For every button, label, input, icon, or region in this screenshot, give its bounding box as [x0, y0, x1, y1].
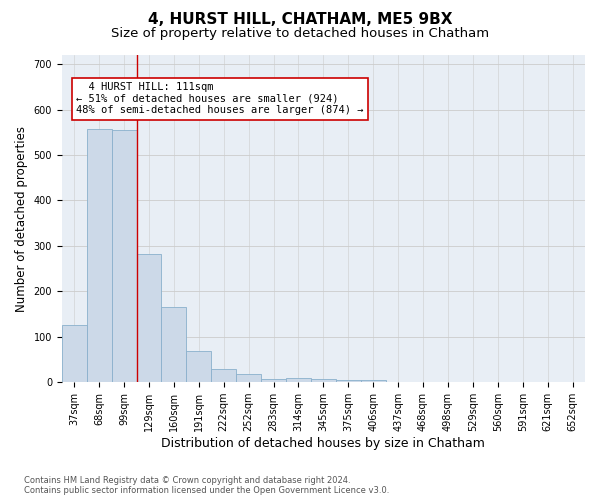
Bar	[261, 378, 286, 382]
Bar	[361, 380, 386, 382]
Bar	[112, 130, 137, 382]
Text: 4, HURST HILL, CHATHAM, ME5 9BX: 4, HURST HILL, CHATHAM, ME5 9BX	[148, 12, 452, 28]
Bar	[137, 254, 161, 382]
Bar	[187, 352, 211, 382]
Bar	[286, 378, 311, 382]
Bar	[161, 307, 187, 382]
Y-axis label: Number of detached properties: Number of detached properties	[15, 126, 28, 312]
Bar	[62, 326, 86, 382]
Text: 4 HURST HILL: 111sqm
← 51% of detached houses are smaller (924)
48% of semi-deta: 4 HURST HILL: 111sqm ← 51% of detached h…	[76, 82, 364, 116]
X-axis label: Distribution of detached houses by size in Chatham: Distribution of detached houses by size …	[161, 437, 485, 450]
Text: Contains HM Land Registry data © Crown copyright and database right 2024.
Contai: Contains HM Land Registry data © Crown c…	[24, 476, 389, 495]
Bar	[311, 378, 336, 382]
Bar	[86, 128, 112, 382]
Bar	[236, 374, 261, 382]
Bar	[211, 368, 236, 382]
Text: Size of property relative to detached houses in Chatham: Size of property relative to detached ho…	[111, 28, 489, 40]
Bar	[336, 380, 361, 382]
